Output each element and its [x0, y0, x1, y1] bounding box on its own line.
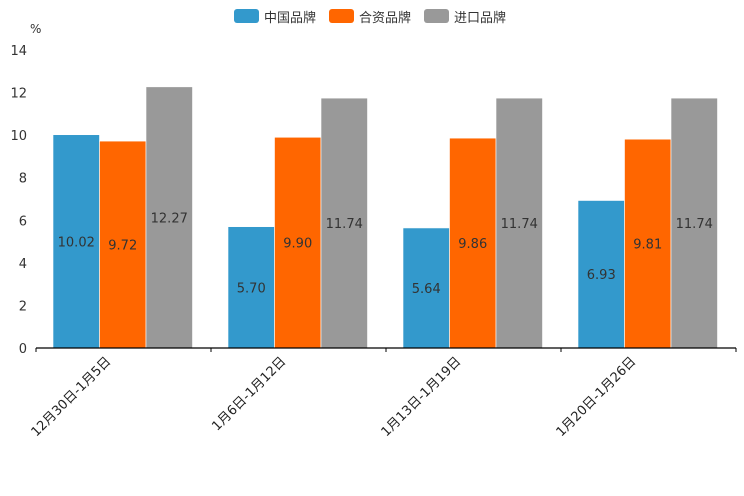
bar-series0-cat1: [227, 226, 275, 349]
y-tick-label-2: 2: [19, 299, 27, 314]
y-tick-label-14: 14: [10, 44, 27, 59]
bar-series2-cat0: [145, 86, 193, 349]
data-label-series1-cat0: 9.72: [108, 239, 137, 254]
data-label-series1-cat3: 9.81: [633, 238, 662, 253]
y-axis-unit-label: %: [30, 22, 42, 36]
legend-item-china-brand[interactable]: 中国品牌: [234, 7, 317, 26]
x-category-label-1: 1月6日-1月12日: [209, 354, 289, 434]
data-label-series2-cat0: 12.27: [151, 211, 188, 226]
data-label-series0-cat3: 6.93: [587, 268, 616, 283]
bar-series1-cat2: [449, 137, 497, 349]
data-label-series2-cat2: 11.74: [501, 217, 538, 232]
data-label-series0-cat2: 5.64: [412, 282, 441, 297]
y-tick-label-4: 4: [19, 257, 27, 272]
y-tick-label-8: 8: [19, 172, 27, 187]
bar-series0-cat2: [402, 227, 450, 349]
bar-series2-cat2: [495, 97, 543, 349]
legend-swatch-import-brand: [424, 9, 449, 23]
legend-item-jv-brand[interactable]: 合资品牌: [329, 7, 412, 26]
legend-label-china-brand: 中国品牌: [264, 10, 317, 26]
legend-label-jv-brand: 合资品牌: [359, 10, 412, 26]
x-category-label-3: 1月20日-1月26日: [554, 354, 640, 440]
bar-series1-cat1: [274, 136, 322, 349]
bar-series1-cat0: [99, 140, 147, 349]
legend-item-import-brand[interactable]: 进口品牌: [424, 7, 507, 26]
legend-swatch-china-brand: [234, 9, 259, 23]
data-label-series1-cat2: 9.86: [458, 237, 487, 252]
data-label-series0-cat1: 5.70: [237, 281, 266, 296]
x-category-label-2: 1月13日-1月19日: [379, 354, 465, 440]
y-tick-label-0: 0: [19, 342, 27, 357]
data-label-series2-cat3: 11.74: [676, 217, 713, 232]
bar-series0-cat3: [577, 200, 625, 349]
bar-series2-cat1: [320, 97, 368, 349]
data-label-series2-cat1: 11.74: [326, 217, 363, 232]
y-tick-label-10: 10: [10, 129, 27, 144]
x-category-label-0: 12月30日-1月5日: [29, 354, 115, 440]
legend-label-import-brand: 进口品牌: [454, 10, 507, 26]
data-label-series0-cat0: 10.02: [58, 235, 95, 250]
legend-swatch-jv-brand: [329, 9, 354, 23]
y-tick-label-6: 6: [19, 214, 27, 229]
y-tick-label-12: 12: [10, 87, 27, 102]
bar-series2-cat3: [670, 97, 718, 349]
data-label-series1-cat1: 9.90: [283, 237, 312, 252]
